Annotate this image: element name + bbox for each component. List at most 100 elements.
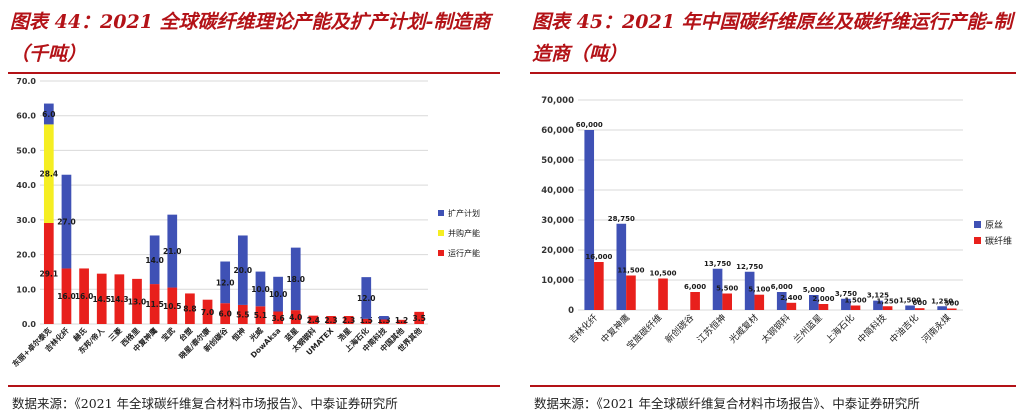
data-label: 14.3: [110, 295, 129, 304]
data-label: 13,750: [704, 260, 731, 268]
data-label: 12,750: [736, 263, 763, 271]
capacity-stacked-bar-chart: 0.0 10.0 20.0 30.0 40.0 50.0 60.0 70.0 29.1 28.4 6…: [10, 77, 480, 369]
source-note: 数据来源：《2021 年全球碳纤维复合材料市场报告》、中泰证券研究所: [534, 396, 920, 411]
bar-segment: [414, 311, 425, 324]
x-tick-label: 新创碳谷: [662, 312, 696, 346]
x-tick-label: 河南永煤: [919, 312, 953, 346]
bar: [722, 293, 732, 310]
bar-segment: [290, 310, 301, 324]
source-note: 数据来源：《2021 年全球碳纤维复合材料市场报告》、中泰证券研究所: [12, 396, 398, 411]
bar-segment: [96, 273, 107, 324]
data-label: 3,125: [867, 292, 889, 300]
bar: [882, 306, 893, 310]
source-rule: [530, 385, 1016, 387]
x-tick-label: 光威复材: [727, 312, 761, 346]
bar-segment: [237, 235, 248, 305]
bar-segment: [114, 274, 125, 324]
bar: [914, 308, 925, 310]
bar: [626, 275, 636, 310]
bar-segment: [43, 222, 54, 324]
bar-segment: [220, 261, 231, 304]
data-label: 29.1: [40, 269, 59, 278]
bar-segment: [61, 174, 72, 269]
y-tick-label: 20,000: [541, 246, 574, 256]
data-label: 6.0: [42, 110, 55, 119]
data-label: 5.5: [236, 310, 249, 319]
bar-segment: [326, 316, 336, 324]
data-label: 600: [912, 299, 927, 307]
y-tick-label: 60.0: [16, 112, 36, 121]
x-tick-label: 中油吉化: [887, 312, 921, 346]
data-label: 27.0: [57, 218, 76, 227]
x-tick-label: 中复神鹰: [598, 312, 632, 346]
legend-label: 扩产计划: [448, 208, 480, 218]
legend-label: 并购产能: [448, 228, 480, 238]
data-label: 1,250: [931, 297, 953, 305]
bar: [809, 295, 819, 310]
data-label: 16.0: [57, 292, 76, 301]
data-label: 1.5: [360, 316, 373, 325]
data-label: 28.4: [40, 170, 59, 179]
legend-swatch: [974, 221, 981, 228]
y-tick-label: 0: [568, 306, 574, 316]
bar-segment: [185, 293, 195, 324]
data-label: 2,000: [812, 295, 834, 303]
data-label: 2.4: [307, 316, 320, 325]
bar: [937, 306, 947, 310]
data-label: 3.6: [271, 314, 284, 323]
data-label: 28,750: [608, 215, 635, 223]
bar-segment: [79, 268, 89, 324]
legend-label: 碳纤维: [985, 235, 1012, 247]
data-label: 6.0: [219, 310, 232, 319]
data-label: 16.0: [75, 292, 94, 301]
data-label: 1,250: [877, 297, 899, 305]
data-label: 1.2: [395, 316, 408, 325]
data-label: 21.0: [163, 247, 182, 256]
data-label: 1,500: [899, 297, 921, 305]
legend-swatch: [974, 237, 981, 244]
bar-segment: [308, 315, 319, 324]
data-label: 6,000: [771, 283, 793, 291]
data-label: 11,500: [617, 267, 644, 275]
bar: [584, 130, 595, 310]
bar: [850, 305, 861, 310]
data-label: 5.1: [254, 311, 267, 320]
bar-segment: [202, 299, 213, 324]
x-tick-label: 中简科技: [855, 312, 889, 346]
source-rule: [8, 385, 500, 387]
chart-title: 图表 44：2021 全球碳纤维理论产能及扩产计划-制造商（千吨）: [10, 11, 491, 65]
y-tick-label: 40.0: [16, 181, 36, 190]
x-tick-label: 太钢钢科: [759, 312, 793, 346]
data-label: 10.0: [269, 290, 288, 299]
data-label: 4.0: [289, 313, 302, 322]
x-tick-label: 江苏恒神: [695, 312, 729, 346]
bar-segment: [61, 268, 72, 324]
y-tick-label: 60,000: [541, 126, 574, 136]
legend-label: 运行产能: [448, 248, 480, 258]
data-label: 11.5: [145, 300, 164, 309]
bar-segment: [255, 306, 266, 324]
bar: [712, 268, 723, 310]
y-tick-label: 70.0: [16, 77, 36, 86]
bar: [786, 302, 797, 310]
y-tick-label: 30,000: [541, 216, 574, 226]
left-chart-panel: 图表 44：2021 全球碳纤维理论产能及扩产计划-制造商（千吨） 0.0 10.…: [0, 0, 508, 420]
data-label: 5,100: [748, 286, 770, 294]
legend-swatch: [438, 250, 444, 256]
x-tick-label: 上海石化: [823, 312, 857, 346]
bar-segment: [379, 316, 389, 320]
x-tick-label: 吉林化纤: [566, 312, 600, 346]
data-label: 2,400: [780, 294, 802, 302]
data-label: 3.5: [413, 314, 426, 323]
bar: [841, 298, 851, 310]
bar-segment: [167, 214, 178, 288]
bar-segment: [273, 311, 283, 324]
x-tick-label: 兰州蓝星: [791, 312, 825, 346]
data-label: 500: [944, 300, 959, 308]
bar-segment: [43, 124, 54, 223]
legend-swatch: [438, 230, 444, 236]
y-tick-label: 70,000: [541, 96, 574, 106]
legend-label: 原丝: [985, 219, 1003, 231]
data-label: 5,500: [716, 285, 738, 293]
bar-segment: [149, 235, 160, 285]
